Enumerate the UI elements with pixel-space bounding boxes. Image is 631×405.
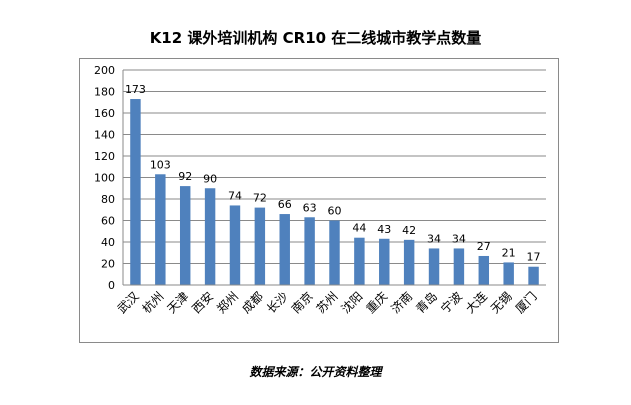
- data-label: 74: [228, 189, 242, 202]
- axes: [122, 70, 546, 286]
- bar: [528, 266, 539, 285]
- bar: [130, 99, 141, 286]
- bar: [379, 238, 390, 285]
- data-label: 173: [125, 83, 146, 96]
- x-tick-label: 南京: [288, 289, 316, 317]
- x-tick-label: 天津: [164, 289, 191, 316]
- x-tick-label: 西安: [189, 289, 217, 317]
- data-labels: 173 103 92 90 74 72 66 63 60 44 43 42 34 34 27 21 17: [125, 83, 541, 264]
- x-tick-label: 杭州: [139, 289, 167, 317]
- bar: [478, 255, 490, 285]
- x-tick-label: 宁波: [437, 289, 465, 317]
- x-tick-label: 重庆: [364, 289, 391, 316]
- y-tick-label: 200: [94, 64, 115, 77]
- data-label: 43: [377, 223, 391, 236]
- data-label: 60: [328, 205, 342, 218]
- data-label: 72: [253, 192, 267, 205]
- data-label: 92: [178, 170, 192, 183]
- y-tick-label: 120: [94, 150, 115, 163]
- data-label: 27: [477, 240, 491, 253]
- x-tick-label: 长沙: [264, 289, 291, 316]
- y-tick-label: 160: [94, 107, 115, 120]
- bar: [354, 237, 365, 285]
- y-tick-label: 140: [94, 129, 115, 142]
- data-label: 17: [527, 251, 541, 264]
- x-tick-label: 郑州: [214, 289, 242, 317]
- bar: [279, 214, 290, 285]
- x-tick-label: 无锡: [487, 289, 515, 317]
- y-tick-label: 40: [101, 236, 115, 249]
- x-tick-label: 沈阳: [338, 289, 366, 317]
- y-tick-label: 20: [101, 258, 115, 271]
- bar: [229, 205, 241, 285]
- bar: [503, 262, 514, 285]
- x-tick-label: 厦门: [512, 289, 540, 317]
- x-tick-label: 苏州: [314, 289, 341, 316]
- bar: [304, 217, 315, 285]
- x-tick-label: 大连: [462, 289, 490, 317]
- data-label: 21: [502, 246, 516, 259]
- data-label: 63: [303, 201, 317, 214]
- bar: [155, 174, 166, 285]
- bar: [204, 188, 216, 285]
- data-label: 90: [203, 172, 217, 185]
- y-tick-label: 80: [101, 193, 115, 206]
- y-tick-label: 100: [94, 172, 115, 185]
- bar: [428, 248, 440, 285]
- data-label: 103: [150, 158, 171, 171]
- bar: [453, 248, 465, 285]
- bar: [403, 239, 415, 285]
- bars: [130, 99, 539, 286]
- data-label: 44: [352, 222, 366, 235]
- y-axis-tick-labels: 0 20 40 60 80 100 120 140 160 180 200: [94, 64, 115, 292]
- x-tick-label: 成都: [239, 289, 266, 316]
- x-tick-label: 济南: [388, 289, 416, 317]
- x-tick-label: 武汉: [115, 289, 142, 316]
- source-note: 数据来源：公开资料整理: [249, 365, 382, 379]
- y-tick-label: 60: [101, 215, 115, 228]
- bar: [254, 207, 266, 285]
- data-label: 34: [427, 232, 441, 245]
- data-label: 66: [278, 198, 292, 211]
- y-tick-label: 0: [108, 279, 115, 292]
- y-tick-label: 180: [94, 86, 115, 99]
- x-tick-label: 青岛: [413, 289, 441, 317]
- data-label: 42: [402, 224, 416, 237]
- chart-frame: [79, 58, 559, 343]
- data-label: 34: [452, 232, 466, 245]
- bar: [179, 186, 191, 285]
- bar: [329, 220, 340, 285]
- chart-title: K12 课外培训机构 CR10 在二线城市教学点数量: [149, 29, 482, 47]
